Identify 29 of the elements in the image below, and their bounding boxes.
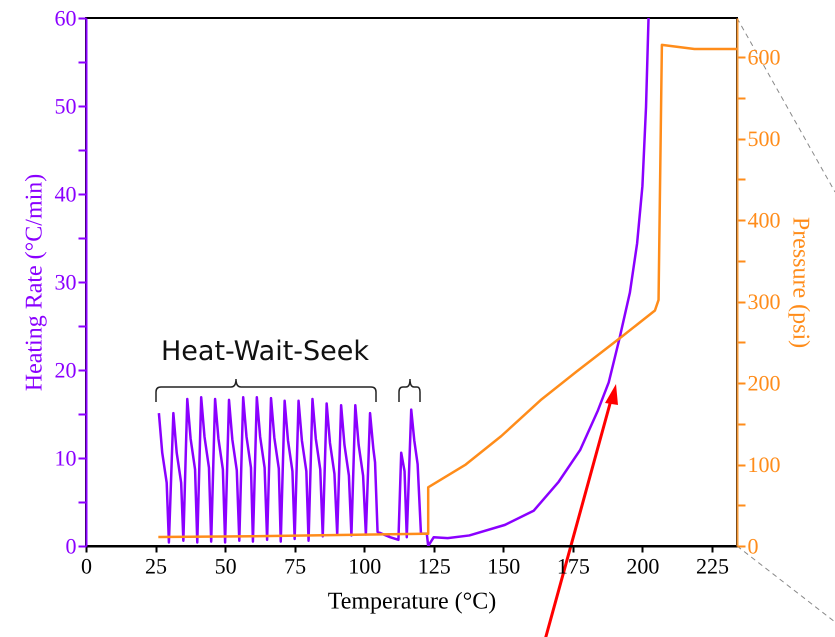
x-tick-label: 0 (81, 554, 92, 578)
y2-tick-label: 600 (748, 44, 780, 70)
y-tick-label: 20 (54, 358, 76, 382)
y-tick-label: 30 (54, 270, 76, 294)
x-axis-title: Temperature (°C) (328, 588, 496, 614)
line-series (158, 18, 650, 546)
y-tick-label: 0 (66, 534, 76, 558)
y2-tick-label: 0 (748, 534, 758, 558)
x-tick-label: 25 (145, 554, 168, 578)
x-tick-label: 125 (418, 554, 451, 578)
x-tick-label: 75 (284, 554, 306, 578)
x-tick-label: 225 (696, 554, 729, 578)
x-tick-label: 150 (487, 554, 520, 578)
y-tick-label: 10 (54, 446, 76, 470)
line-series (157, 44, 737, 538)
x-tick-label: 100 (348, 554, 382, 578)
y-tick-label: 50 (54, 94, 76, 118)
y-tick-label: 40 (54, 182, 76, 206)
y-tick-label: 60 (54, 6, 76, 30)
y2-tick-label: 300 (748, 289, 780, 314)
y2-axis-title: Pressure (psi) (788, 216, 814, 348)
x-tick-label: 200 (626, 554, 660, 578)
y2-tick-label: 400 (748, 208, 780, 233)
annotation: Heat-Wait-Seek (160, 336, 370, 367)
y2-tick-label: 500 (748, 126, 780, 152)
x-tick-label: 50 (214, 554, 237, 578)
y2-tick-label: 200 (748, 370, 780, 396)
y-axis-title: Heating Rate (°C/min) (22, 174, 48, 392)
y2-tick-label: 100 (748, 452, 780, 478)
